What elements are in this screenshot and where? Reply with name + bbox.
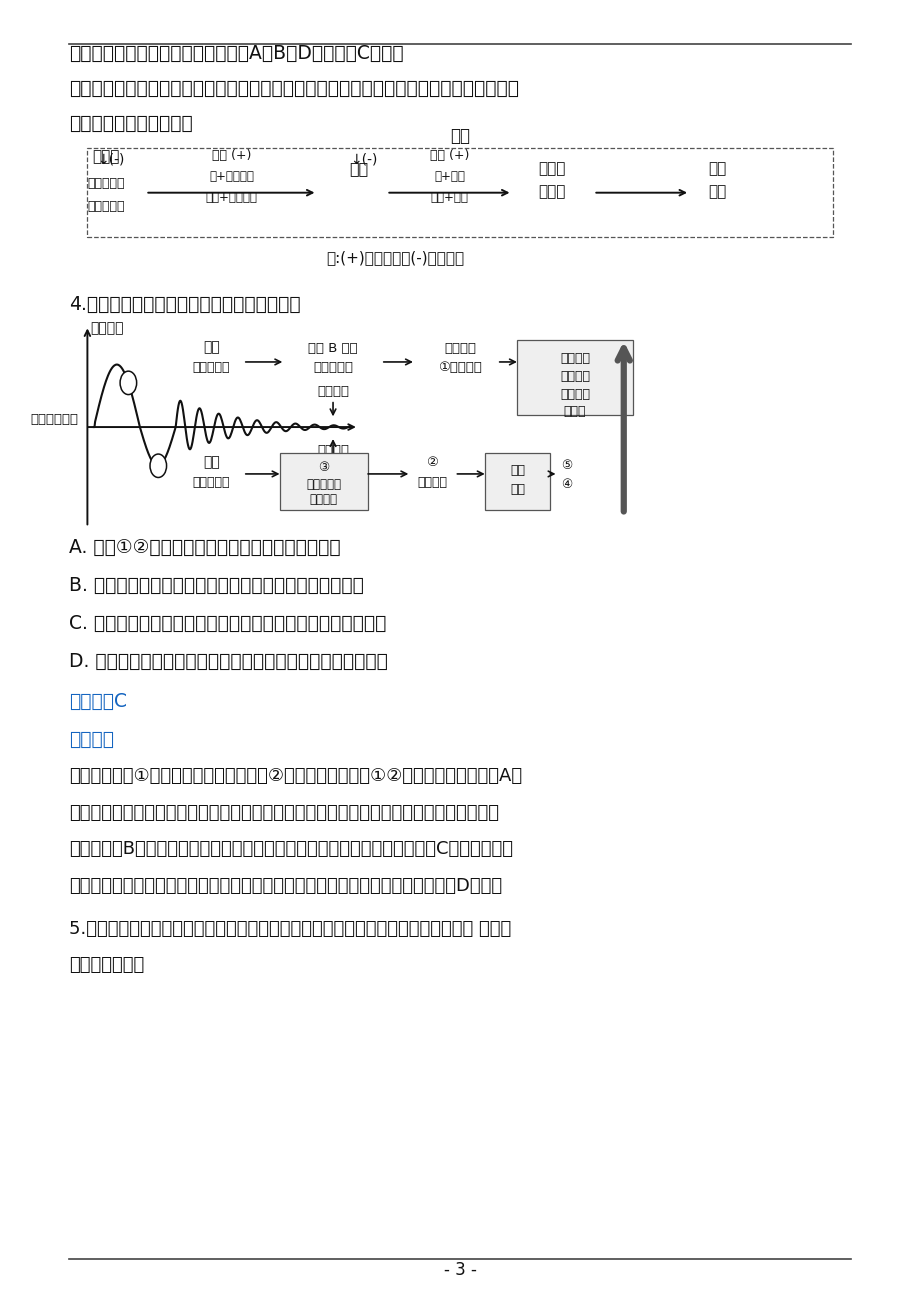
Text: 糖物质: 糖物质 [563, 405, 585, 418]
Text: ①（细胞）: ①（细胞） [437, 361, 482, 374]
Text: A. 图中①②细胞的种类相同，均有肝细胞和肌细胞: A. 图中①②细胞的种类相同，均有肝细胞和肌细胞 [69, 538, 340, 557]
Text: （促进）: （促进） [317, 444, 348, 457]
Text: 【点睛】解题的关键是熟记并理解甲状腺激素分泌的分级调节（实线箭头所示）和反馈调节: 【点睛】解题的关键是熟记并理解甲状腺激素分泌的分级调节（实线箭头所示）和反馈调节 [69, 78, 518, 98]
Text: B. 饥饿时血液中胰岛素与胰高血糖素的含量比值将会变大: B. 饥饿时血液中胰岛素与胰高血糖素的含量比值将会变大 [69, 575, 364, 595]
Text: 【答案】C: 【答案】C [69, 691, 127, 711]
Text: 肾上腺素: 肾上腺素 [310, 493, 337, 506]
Text: ↓(-): ↓(-) [96, 152, 124, 167]
Text: 垂体: 垂体 [349, 161, 368, 176]
Circle shape [120, 371, 137, 395]
FancyBboxPatch shape [484, 453, 550, 510]
Text: 组织细胞: 组织细胞 [444, 341, 475, 354]
Text: 【详解】图中①表示肝细胞和肌肉细胞，②表示肝细胞，所以①②细胞的种类不相同，A错: 【详解】图中①表示肝细胞和肌肉细胞，②表示肝细胞，所以①②细胞的种类不相同，A错 [69, 767, 522, 785]
FancyBboxPatch shape [279, 453, 368, 510]
Text: 正常血糖水平: 正常血糖水平 [30, 413, 78, 426]
Text: （细胞）: （细胞） [417, 475, 447, 488]
Text: 调控枢纽）: 调控枢纽） [87, 199, 124, 212]
Text: ⑤: ⑤ [561, 458, 572, 471]
Text: 列说法正确的是: 列说法正确的是 [69, 956, 144, 974]
Text: D. 胰岛素、胰高血糖素和肾上腺素三种激素之间都是拮抗关系: D. 胰岛素、胰高血糖素和肾上腺素三种激素之间都是拮抗关系 [69, 651, 388, 671]
Text: （低血糖）: （低血糖） [193, 475, 230, 488]
Text: ↓(-): ↓(-) [349, 152, 377, 167]
Text: 线代表由垂体分泌的促甲状腺激素，A、B、D均错误，C正确。: 线代表由垂体分泌的促甲状腺激素，A、B、D均错误，C正确。 [69, 43, 403, 62]
Text: 反馈: 反馈 [449, 126, 470, 145]
Text: 转换: 转换 [509, 464, 525, 477]
Text: 名称+激素: 名称+激素 [430, 190, 468, 203]
Text: 名称+释放激素: 名称+释放激素 [205, 190, 257, 203]
Text: 误；饥饿时胰岛素分泌减少，胰高血糖素分泌增加，血液中胰岛素与胰高血糖素的含量比值: 误；饥饿时胰岛素分泌减少，胰高血糖素分泌增加，血液中胰岛素与胰高血糖素的含量比值 [69, 803, 498, 822]
Text: 与胰高血糖素和肾上腺素具有拮抗作用，胰高血糖素和肾上腺素之间是协同作用，D错误。: 与胰高血糖素和肾上腺素具有拮抗作用，胰高血糖素和肾上腺素之间是协同作用，D错误。 [69, 876, 502, 894]
Text: 饥饿: 饥饿 [203, 456, 220, 469]
Text: 其他内: 其他内 [538, 161, 565, 176]
Text: 5.如图为某人血糖调节的部分过程，抗体１和抗体２都能与相关受体结合导致调节异 常。下: 5.如图为某人血糖调节的部分过程，抗体１和抗体２都能与相关受体结合导致调节异 常… [69, 919, 511, 937]
Text: 分解: 分解 [509, 483, 525, 496]
Text: ②: ② [426, 456, 437, 469]
Text: 肾上腺分泌: 肾上腺分泌 [306, 478, 341, 491]
Text: 注:(+)表示促进，(-)表示抑制: 注:(+)表示促进，(-)表示抑制 [326, 250, 464, 266]
Circle shape [150, 454, 166, 478]
Text: 分泌胰岛素: 分泌胰岛素 [312, 361, 353, 374]
Text: 分泌 (+): 分泌 (+) [211, 148, 251, 161]
Text: 促+腺体激素: 促+腺体激素 [209, 169, 254, 182]
Text: （高血糖）: （高血糖） [193, 361, 230, 374]
Text: 进食: 进食 [203, 341, 220, 354]
Text: 【解析】: 【解析】 [69, 729, 114, 749]
Text: - 3 -: - 3 - [443, 1260, 476, 1279]
Text: 氧化分解: 氧化分解 [560, 352, 589, 365]
FancyBboxPatch shape [516, 340, 632, 415]
Text: 分泌 (+): 分泌 (+) [429, 148, 469, 161]
Text: ③: ③ [318, 461, 329, 474]
Text: 血糖浓度: 血糖浓度 [90, 322, 123, 336]
Text: 分泌腺: 分泌腺 [538, 185, 565, 199]
Bar [87, 148, 832, 237]
Text: （内分泌腺: （内分泌腺 [87, 177, 124, 190]
Text: 促+腺体: 促+腺体 [434, 169, 464, 182]
Text: （抑制）: （抑制） [317, 384, 348, 397]
Text: ④: ④ [561, 478, 572, 491]
Text: 4.下图表示血糖调节过程，据图分析正确的是: 4.下图表示血糖调节过程，据图分析正确的是 [69, 294, 301, 314]
Text: 将会变小，B错误；血糖浓度升高、胰高血糖素的分泌会促进胰岛素的分泌，C正确；胰岛素: 将会变小，B错误；血糖浓度升高、胰高血糖素的分泌会促进胰岛素的分泌，C正确；胰岛… [69, 840, 513, 858]
Text: 合成糖原: 合成糖原 [560, 370, 589, 383]
Text: 转化为非: 转化为非 [560, 388, 589, 401]
Text: C. 促进胰岛素分泌的因素有血糖浓度升高、胰高血糖素的分泌: C. 促进胰岛素分泌的因素有血糖浓度升高、胰高血糖素的分泌 [69, 613, 386, 633]
Text: 下丘脑: 下丘脑 [92, 150, 119, 164]
Text: 胰岛 B 细胞: 胰岛 B 细胞 [308, 341, 357, 354]
Text: 相应: 相应 [708, 161, 726, 176]
Text: 过程（虚线箭头所示）。: 过程（虚线箭头所示）。 [69, 113, 193, 133]
Text: 激素: 激素 [708, 185, 726, 199]
